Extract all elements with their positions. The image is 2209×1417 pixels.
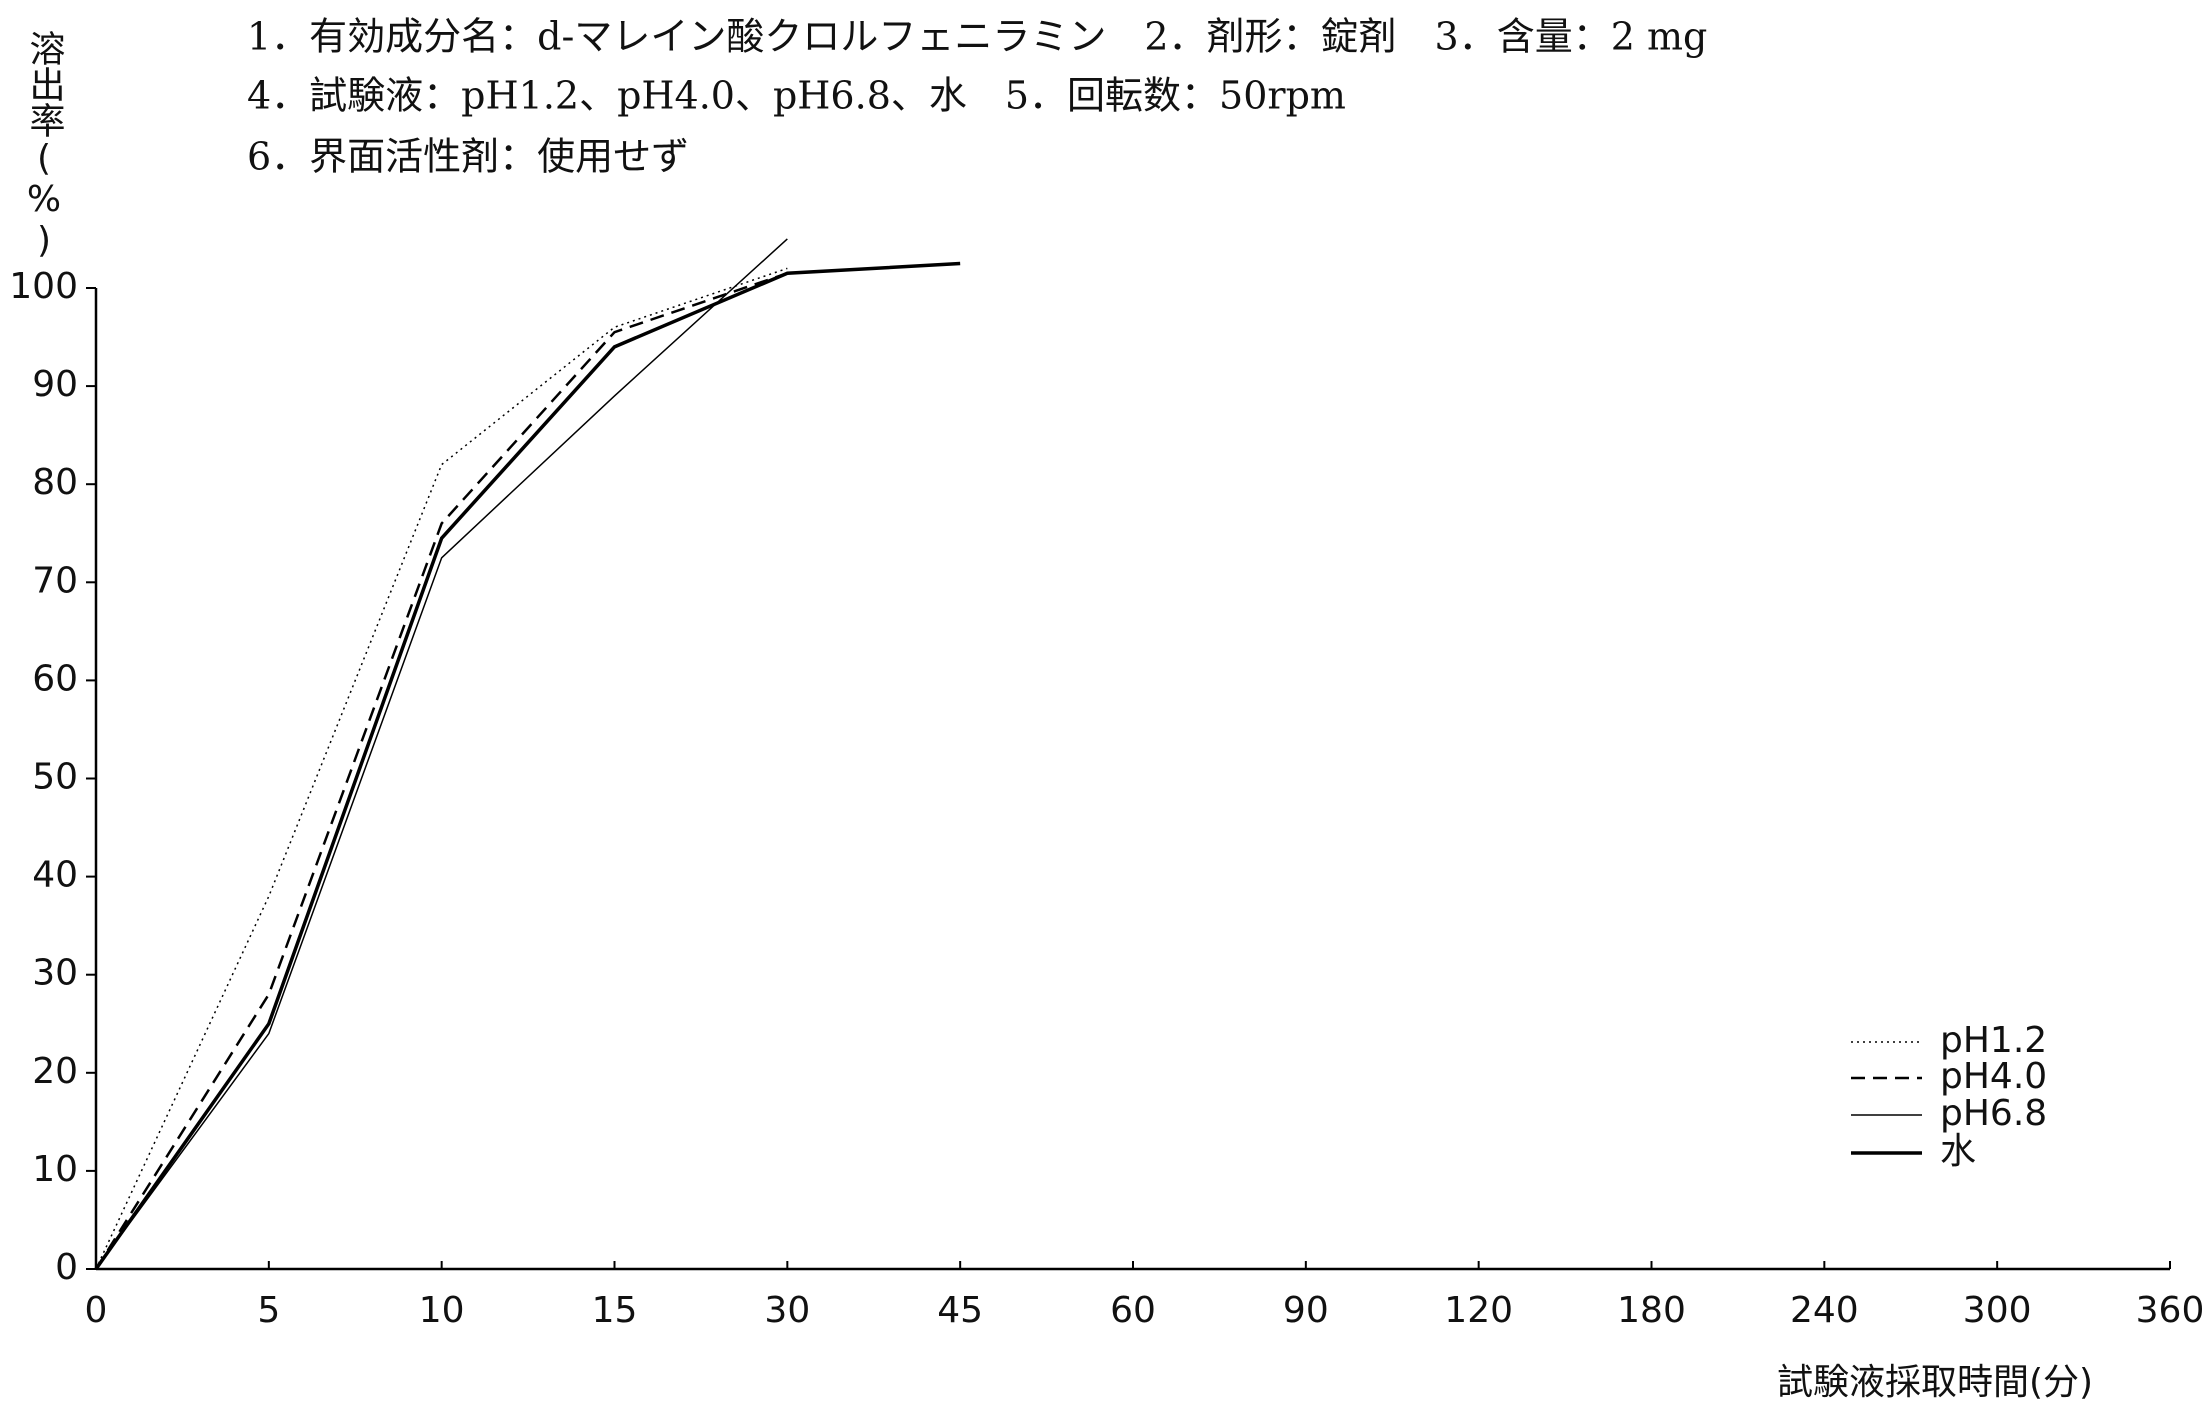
title-line: 6．界面活性剤：使用せず <box>247 135 689 179</box>
y-tick-label: 40 <box>32 855 78 896</box>
legend-label: pH6.8 <box>1940 1093 2047 1134</box>
y-tick-label: 70 <box>32 560 78 601</box>
x-axis-label: 試験液採取時間(分) <box>1777 1362 2093 1403</box>
series-line <box>94 261 961 1271</box>
y-tick-label: 90 <box>32 364 78 405</box>
x-tick-label: 45 <box>937 1290 983 1331</box>
x-tick-label: 360 <box>2136 1290 2205 1331</box>
series-line <box>94 272 788 1270</box>
y-tick-label: 10 <box>32 1149 78 1190</box>
legend-label: 水 <box>1940 1131 1976 1172</box>
x-tick-label: 0 <box>85 1290 108 1331</box>
y-axis-label: 溶出率(%) <box>24 30 65 261</box>
x-tick-label: 30 <box>764 1290 810 1331</box>
y-tick-label: 50 <box>32 757 78 798</box>
x-tick-label: 5 <box>257 1290 280 1331</box>
x-tick-label: 90 <box>1283 1290 1329 1331</box>
y-tick-label: 100 <box>9 266 78 307</box>
y-tick-label: 30 <box>32 953 78 994</box>
y-tick-label: 60 <box>32 658 78 699</box>
legend-label: pH1.2 <box>1940 1020 2047 1061</box>
x-tick-label: 180 <box>1617 1290 1686 1331</box>
x-tick-label: 300 <box>1963 1290 2032 1331</box>
title-line: 1．有効成分名：d-マレイン酸クロルフェニラミン 2．剤形：錠剤 3．含量：2 … <box>247 15 1707 59</box>
legend-label: pH4.0 <box>1940 1056 2047 1097</box>
x-tick-label: 120 <box>1444 1290 1513 1331</box>
y-tick-label: 0 <box>55 1247 78 1288</box>
x-tick-label: 240 <box>1790 1290 1859 1331</box>
x-tick-label: 60 <box>1110 1290 1156 1331</box>
series-line <box>95 238 788 1270</box>
x-tick-label: 15 <box>592 1290 638 1331</box>
y-tick-label: 80 <box>32 462 78 503</box>
x-tick-label: 10 <box>419 1290 465 1331</box>
y-tick-label: 20 <box>32 1051 78 1092</box>
title-line: 4．試験液：pH1.2、pH4.0、pH6.8、水 5．回転数：50rpm <box>247 74 1346 118</box>
